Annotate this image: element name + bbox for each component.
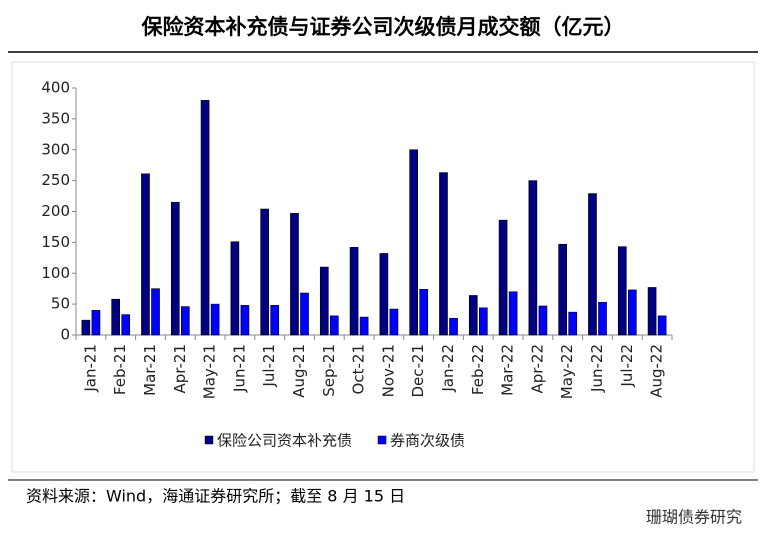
x-tick-label: Nov-21 bbox=[379, 344, 397, 397]
bar bbox=[498, 219, 508, 336]
bar bbox=[270, 305, 280, 336]
x-tick-label: Feb-21 bbox=[111, 344, 129, 395]
bar bbox=[389, 308, 399, 336]
x-tick-label: Jan-22 bbox=[439, 344, 457, 393]
legend-label: 券商次级债 bbox=[390, 432, 465, 450]
bar bbox=[568, 311, 578, 336]
x-tick-label: Mar-22 bbox=[499, 344, 517, 396]
x-tick-label: Feb-22 bbox=[469, 344, 487, 395]
bar bbox=[657, 315, 667, 336]
x-tick-label: Aug-21 bbox=[290, 344, 308, 398]
bar bbox=[468, 295, 478, 336]
bar bbox=[151, 288, 160, 336]
bar bbox=[210, 303, 220, 336]
bar bbox=[260, 208, 269, 336]
x-tick-label: Dec-21 bbox=[409, 344, 427, 398]
bar bbox=[181, 306, 190, 336]
bar bbox=[240, 305, 250, 336]
bar bbox=[290, 213, 299, 336]
bar bbox=[121, 314, 131, 336]
y-tick-label: 350 bbox=[41, 109, 70, 127]
bar bbox=[91, 309, 101, 336]
bar bbox=[558, 243, 567, 336]
bar bbox=[647, 287, 657, 336]
y-tick-label: 100 bbox=[41, 264, 70, 282]
y-tick-label: 300 bbox=[41, 140, 70, 158]
bar bbox=[449, 318, 458, 336]
x-tick-label: Apr-22 bbox=[528, 344, 546, 394]
legend-label: 保险公司资本补充债 bbox=[217, 432, 352, 450]
bar bbox=[508, 291, 518, 336]
bar bbox=[170, 201, 180, 336]
x-tick-label: Jul-21 bbox=[260, 344, 278, 388]
y-tick-label: 150 bbox=[41, 233, 70, 251]
bar bbox=[588, 193, 597, 336]
bar bbox=[111, 298, 120, 336]
watermark: 珊瑚债券研究 bbox=[646, 508, 742, 527]
bar bbox=[200, 100, 210, 336]
x-tick-label: May-22 bbox=[558, 344, 576, 399]
x-tick-label: Jun-21 bbox=[230, 344, 248, 393]
bar bbox=[627, 289, 637, 336]
y-tick-label: 0 bbox=[60, 326, 70, 344]
bar bbox=[419, 289, 429, 336]
bar bbox=[300, 292, 309, 336]
bar bbox=[359, 316, 369, 336]
legend-swatch bbox=[377, 435, 387, 445]
bar bbox=[141, 173, 150, 336]
y-tick-label: 200 bbox=[41, 202, 70, 220]
y-tick-label: 50 bbox=[51, 295, 70, 313]
bar bbox=[617, 246, 627, 336]
bar bbox=[409, 149, 418, 336]
bar bbox=[329, 315, 339, 336]
x-tick-label: Sep-21 bbox=[320, 344, 338, 397]
source-note: 资料来源：Wind，海通证券研究所；截至 8 月 15 日 bbox=[26, 487, 405, 506]
bar bbox=[230, 241, 240, 336]
x-tick-label: Mar-21 bbox=[141, 344, 159, 396]
y-tick-label: 250 bbox=[41, 171, 70, 189]
bar bbox=[598, 301, 607, 336]
bar bbox=[81, 319, 91, 336]
y-tick-label: 400 bbox=[41, 79, 70, 97]
bar bbox=[439, 172, 448, 336]
bar bbox=[538, 305, 548, 336]
x-tick-label: May-21 bbox=[201, 344, 219, 399]
x-tick-label: Jul-22 bbox=[618, 344, 636, 388]
plot-frame bbox=[11, 61, 755, 473]
x-tick-label: Apr-21 bbox=[171, 344, 189, 394]
bar bbox=[478, 307, 488, 336]
bar bbox=[349, 247, 359, 336]
x-tick-label: Jun-22 bbox=[588, 344, 606, 393]
legend-swatch bbox=[204, 435, 214, 445]
x-tick-label: Jan-21 bbox=[81, 344, 99, 393]
x-tick-label: Aug-22 bbox=[648, 344, 666, 398]
bar bbox=[528, 180, 538, 336]
bar bbox=[379, 253, 389, 336]
bar bbox=[319, 266, 329, 336]
chart-title: 保险资本补充债与证券公司次级债月成交额（亿元） bbox=[141, 15, 625, 39]
x-tick-label: Oct-21 bbox=[350, 344, 368, 394]
